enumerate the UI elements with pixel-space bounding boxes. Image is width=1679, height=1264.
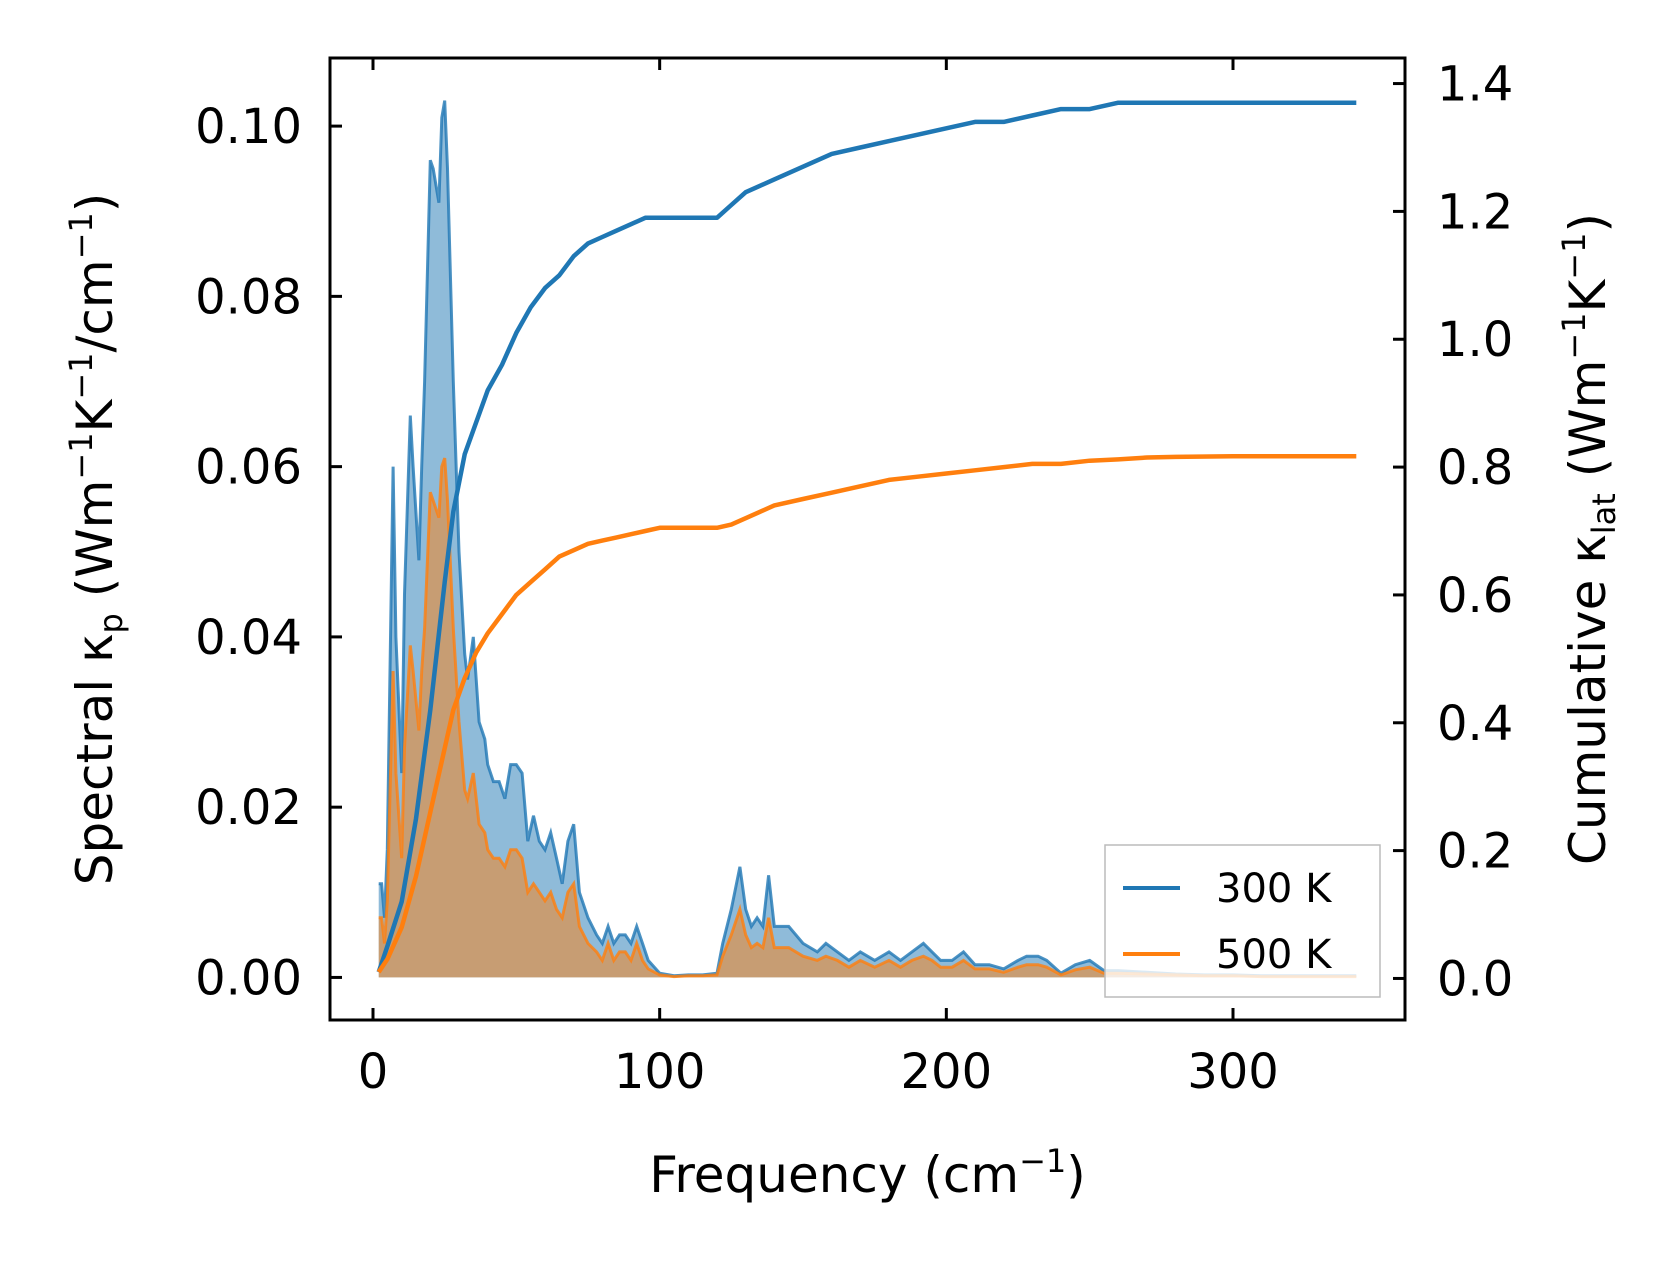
y-left-tick-label: 0.04 [195,610,302,666]
y-right-tick-label: 0.8 [1437,440,1513,496]
y-right-tick-label: 1.2 [1437,184,1513,240]
y-left-tick-label: 0.00 [195,950,302,1006]
plot-frame [328,56,1407,1022]
x-tick-label: 300 [1187,1044,1279,1100]
y-right-tick-label: 0.0 [1437,951,1513,1007]
spectral-fills [378,100,1357,979]
legend-label-300k: 300 K [1216,866,1333,912]
y-right-tick-label: 1.0 [1437,312,1513,368]
y-left-tick-label: 0.06 [195,440,302,496]
y-left-tick-label: 0.02 [195,780,302,836]
y-right-tick-label: 0.2 [1437,824,1513,880]
legend-box [1104,844,1381,998]
y-left-tick-label: 0.10 [195,99,302,155]
spectral-edge-500k [378,457,1357,979]
legend-label-500k: 500 K [1216,932,1333,978]
x-tick-label: 200 [901,1044,993,1100]
spectral-edge-300k [378,100,1357,978]
left-y-axis-title: Spectral κp (Wm−1K−1/cm−1) [62,193,130,886]
y-right-tick-label: 1.4 [1437,57,1513,113]
cumulative-line-500k [376,453,1357,974]
y-right-tick-label: 0.6 [1437,568,1513,624]
right-y-axis-title: Cumulative κlat (Wm−1K−1) [1555,213,1623,865]
axis-ticks: 0 100 200 300 0.00 0.02 0.04 0.06 0.08 0.10 0.0 0.2… [195,57,1513,1100]
spectral-area-500k [378,458,1357,978]
y-right-tick-label: 0.4 [1437,696,1513,752]
legend: 300 K 500 K [1104,844,1381,998]
x-axis-title: Frequency (cm−1) [649,1142,1086,1204]
cumulative-lines [376,100,1357,974]
x-tick-label: 0 [358,1044,389,1100]
x-tick-label: 100 [614,1044,706,1100]
y-left-tick-label: 0.08 [195,269,302,325]
cumulative-line-300k [376,100,1357,973]
